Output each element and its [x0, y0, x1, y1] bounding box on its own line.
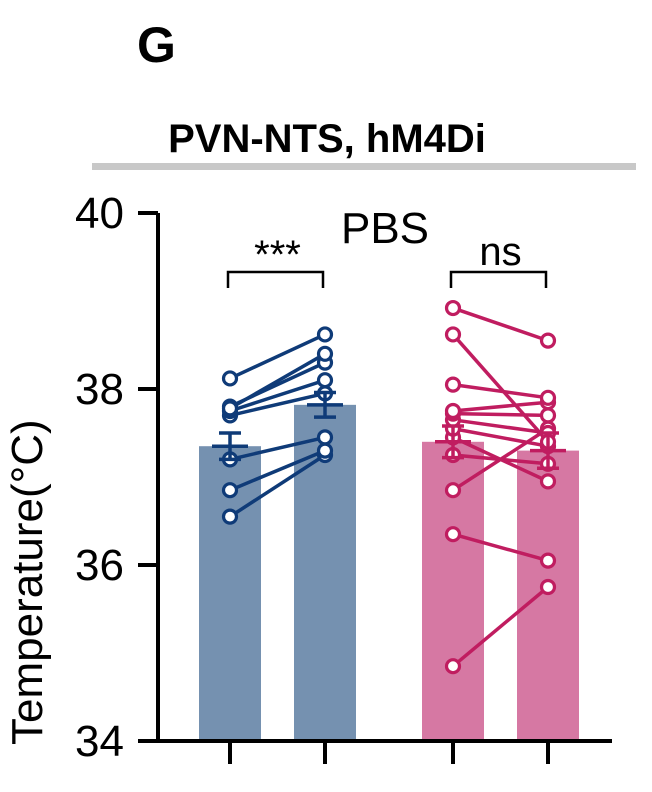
y-tick-label-40: 40 — [75, 189, 124, 238]
chart-title: PVN-NTS, hM4Di — [168, 117, 486, 161]
subject-line-1-0 — [451, 585, 550, 668]
point-0-1-1 — [316, 442, 334, 459]
point-1-0-10 — [444, 326, 462, 343]
point-0-0-7 — [221, 370, 239, 387]
point-1-1-4 — [539, 473, 557, 490]
point-1-0-0 — [444, 658, 462, 675]
point-0-0-0 — [221, 508, 239, 525]
point-0-0-6 — [221, 400, 239, 417]
subject-line-0-1 — [229, 448, 326, 492]
point-0-1-6 — [316, 345, 334, 362]
bar-1-1 — [517, 450, 579, 741]
point-0-1-4 — [316, 372, 334, 389]
subject-line-1-8 — [452, 400, 549, 413]
point-1-0-9 — [444, 376, 462, 393]
subject-line-1-7 — [452, 411, 549, 418]
point-1-1-9 — [539, 389, 557, 406]
subject-line-1-5 — [452, 426, 549, 448]
point-0-1-7 — [316, 326, 334, 343]
subject-line-0-2 — [229, 435, 326, 462]
significance-label-1: ns — [479, 230, 521, 274]
subject-line-1-11 — [452, 306, 549, 343]
point-1-1-11 — [539, 332, 557, 349]
plot-area: *** ns 34 36 38 40 — [75, 189, 612, 766]
subject-line-1-4 — [452, 435, 549, 483]
subject-line-0-4 — [229, 378, 326, 413]
point-1-0-8 — [444, 402, 462, 420]
point-0-0-1 — [221, 482, 239, 499]
panel-letter: G — [137, 17, 176, 73]
subject-line-1-9 — [452, 382, 549, 400]
y-tick-label-34: 34 — [75, 717, 124, 766]
y-tick-label-38: 38 — [75, 365, 124, 414]
subject-line-1-1 — [452, 532, 549, 563]
condition-label: PBS — [341, 204, 429, 253]
point-1-1-1 — [539, 552, 557, 569]
subject-line-0-6 — [229, 352, 326, 410]
subject-line-0-0 — [229, 453, 326, 519]
title-divider — [92, 163, 636, 170]
significance-bracket-1 — [449, 270, 548, 288]
point-1-0-2 — [444, 482, 462, 499]
significance-label-0: *** — [254, 233, 301, 277]
subject-line-1-6 — [452, 418, 549, 435]
point-1-0-1 — [444, 526, 462, 543]
point-0-1-2 — [316, 429, 334, 446]
significance-bracket-0 — [226, 270, 325, 288]
subject-line-0-7 — [229, 332, 326, 381]
point-1-0-11 — [444, 299, 462, 317]
subject-line-1-10 — [451, 333, 550, 443]
y-axis-label: Temperature(°C) — [3, 419, 52, 745]
point-1-1-0 — [539, 578, 557, 596]
point-1-1-7 — [539, 407, 557, 424]
y-tick-label-36: 36 — [75, 541, 124, 590]
subject-line-0-3 — [229, 391, 326, 418]
